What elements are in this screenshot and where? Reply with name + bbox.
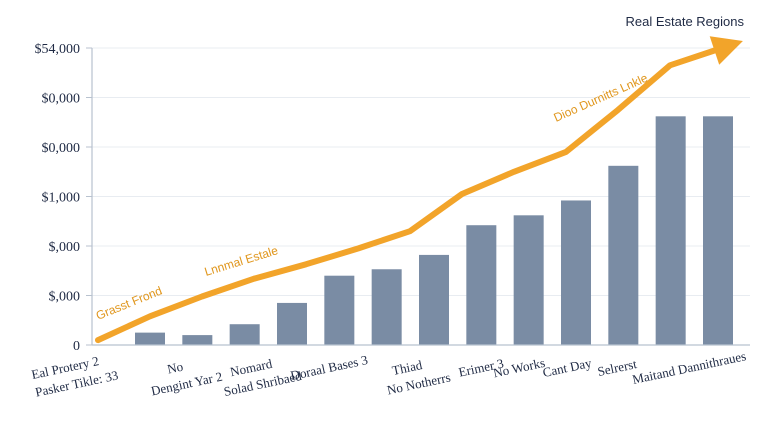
bar [513,215,544,345]
bar [182,335,213,345]
bar [561,200,591,345]
x-tick-label: Doraal Bases 3 [289,352,369,383]
bar [371,269,402,345]
y-tick-label: 0 [73,339,80,354]
bar [419,254,449,345]
bar [655,116,686,345]
bar [135,332,165,345]
y-tick-label: $54,000 [35,42,81,57]
trend-line [95,45,725,344]
bar [229,324,260,345]
bar [608,165,639,345]
bar [703,116,733,345]
bar [277,302,307,345]
x-tick-label-line: Dengint Yar 2 [150,369,224,399]
bar-series [135,116,733,345]
x-tick-label-line: Cant Day [541,355,593,380]
x-tick-label-line: Thiad [391,357,424,378]
bar [324,275,355,345]
y-tick-label: $0,000 [42,141,81,156]
x-tick-label-line: Maitand Dannithraues [631,348,747,387]
y-tick-label: $0,000 [42,92,81,107]
y-axis-ticks: 0 $,000 $,000 $1,000 $0,000 $0,000 $54,000 [35,42,92,354]
legend-label: Real Estate Regions [625,14,744,29]
x-tick-label-line: No [166,359,185,377]
y-tick-label: $1,000 [42,191,81,206]
trend-arrowhead [709,36,743,65]
x-tick-label: Maitand Dannithraues [631,348,747,387]
x-tick-label-line: Doraal Bases 3 [289,352,369,383]
x-tick-label: Cant Day [541,355,593,380]
gridlines [92,47,750,296]
y-tick-label: $,000 [49,290,81,305]
bar [466,225,497,345]
y-tick-label: $,000 [49,240,81,255]
